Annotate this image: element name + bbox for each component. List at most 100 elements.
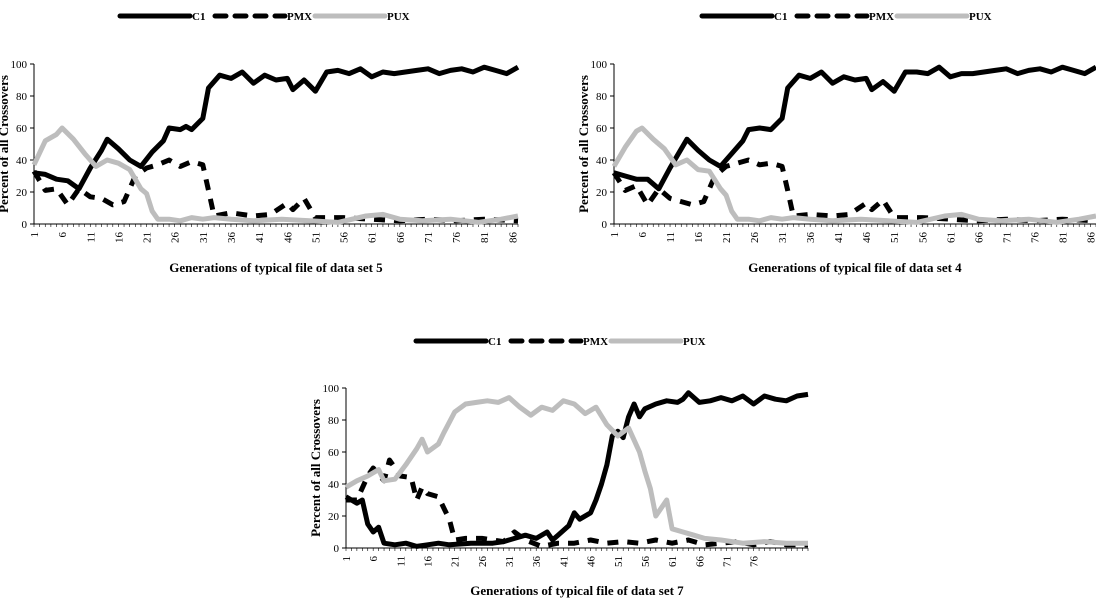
y-axis-title: Percent of all Crossovers [0,75,11,213]
y-tick-label: 80 [16,91,28,103]
x-tick-label: 11 [395,556,407,567]
x-tick-label: 21 [721,232,733,243]
series-line-c1 [344,390,809,549]
legend-label-pux: PUX [387,11,410,23]
x-tick-label: 46 [282,232,294,244]
series-line-pmx [611,157,1096,224]
x-tick-label: 56 [917,232,929,244]
x-tick-label: 61 [945,232,957,243]
plot-area [31,64,520,225]
plot-area [611,64,1096,225]
y-tick-label: 40 [328,479,340,491]
x-tick-label: 46 [861,232,873,244]
legend-label-c1: C1 [192,11,205,23]
x-tick-label: 6 [637,232,649,238]
plot-area [344,390,809,549]
x-tick-label: 41 [833,232,845,243]
x-tick-label: 31 [198,232,210,243]
legend: C1 PMX PUX [699,11,992,23]
x-tick-label: 61 [367,232,379,243]
legend: C1 PMX PUX [413,336,706,348]
x-tick-label: 61 [667,556,679,567]
y-axis-title: Percent of all Crossovers [576,75,591,213]
y-tick-label: 20 [16,187,28,199]
y-tick-label: 0 [602,219,608,231]
y-axis-title: Percent of all Crossovers [308,399,323,537]
x-tick-label: 21 [142,232,154,243]
x-tick-label: 11 [85,232,97,243]
legend-item-pmx: PMX [794,11,894,23]
legend-label-pmx: PMX [869,11,894,23]
x-tick-label: 76 [451,232,463,244]
legend: C1 PMX PUX [117,11,410,23]
x-tick-label: 71 [721,556,733,567]
x-tick-label: 66 [973,232,985,244]
series-line-c1 [613,64,1096,192]
legend-label-pmx: PMX [287,11,312,23]
legend-item-c1: C1 [699,11,787,23]
x-tick-label: 76 [749,556,761,568]
series-line-pux [611,125,1096,225]
x-tick-label: 81 [1057,232,1069,243]
x-tick-label: 31 [777,232,789,243]
series-line-pmx [346,457,808,549]
x-axis-title: Generations of typical file of data set … [748,260,962,275]
series-line-pux [344,395,808,546]
legend-item-pmx: PMX [212,11,312,23]
x-tick-label: 86 [1085,232,1096,244]
x-tick-label: 26 [477,556,489,568]
x-tick-label: 1 [341,556,353,562]
x-tick-label: 26 [749,232,761,244]
series-line-pmx [31,157,519,224]
x-tick-label: 81 [479,232,491,243]
x-tick-label: 36 [531,556,543,568]
chart-panel-data-set-4: C1 PMX PUX 0 20 40 60 80 100 1 6 11 16 21 26 31 36 41 46 51… [576,0,1096,295]
chart-panel-data-set-7: C1 PMX PUX 0 20 40 60 80 100 1 6 11 16 21 26 31 36 41 46 51… [290,325,830,605]
x-tick-label: 66 [395,232,407,244]
x-tick-label: 41 [254,232,266,243]
legend-item-pux: PUX [312,11,410,23]
x-tick-label: 46 [586,556,598,568]
legend-item-c1: C1 [413,336,501,348]
x-tick-label: 31 [504,556,516,567]
legend-label-pux: PUX [969,11,992,23]
x-tick-label: 71 [423,232,435,243]
y-tick-label: 100 [591,59,608,71]
x-tick-label: 41 [558,556,570,567]
x-axis-title: Generations of typical file of data set … [169,260,383,275]
x-tick-label: 56 [339,232,351,244]
legend-label-pmx: PMX [583,336,608,348]
x-tick-label: 36 [226,232,238,244]
y-tick-label: 40 [16,155,28,167]
legend-item-pux: PUX [894,11,992,23]
y-tick-label: 0 [22,219,28,231]
x-tick-label: 16 [423,556,435,568]
x-tick-label: 26 [170,232,182,244]
x-tick-label: 66 [694,556,706,568]
x-tick-label: 56 [640,556,652,568]
x-tick-label: 51 [613,556,625,567]
chart-panel-data-set-5: C1 PMX PUX 0 20 40 60 80 100 1 6 11 16 21 26 31 36 41 46 51… [0,0,540,295]
x-tick-label: 51 [310,232,322,243]
legend-item-pux: PUX [608,336,706,348]
x-tick-label: 6 [57,232,69,238]
legend-label-c1: C1 [774,11,787,23]
x-tick-label: 1 [609,232,621,238]
x-tick-label: 6 [368,556,380,562]
legend-item-pmx: PMX [508,336,608,348]
y-tick-label: 80 [596,91,608,103]
x-tick-label: 71 [1001,232,1013,243]
legend-label-c1: C1 [488,336,501,348]
x-tick-label: 1 [29,232,41,238]
y-tick-label: 60 [16,123,28,135]
x-tick-label: 16 [113,232,125,244]
y-tick-label: 60 [328,447,340,459]
y-tick-label: 20 [328,511,340,523]
x-tick-label: 76 [1029,232,1041,244]
y-tick-label: 60 [596,123,608,135]
series-line-pux [31,125,519,225]
y-tick-label: 0 [334,543,340,555]
x-tick-label: 51 [889,232,901,243]
